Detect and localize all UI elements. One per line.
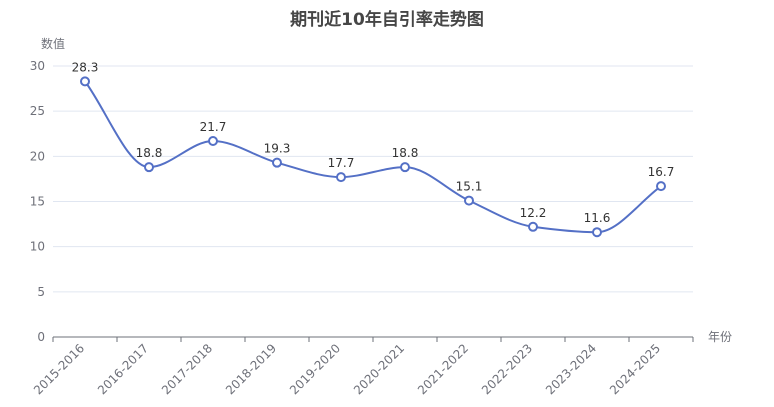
y-tick-label: 5 <box>37 285 45 299</box>
data-point[interactable] <box>400 162 410 173</box>
data-label: 19.3 <box>264 142 291 156</box>
x-tick-label: 2015-2016 <box>31 341 87 397</box>
x-axis-label: 年份 <box>708 330 732 344</box>
y-axis: 0 5 10 15 20 25 30 <box>30 59 45 344</box>
data-label: 18.8 <box>392 146 419 160</box>
data-label: 12.2 <box>520 206 547 220</box>
x-tick-label: 2019-2020 <box>287 341 343 397</box>
series-layer: 28.3 18.8 21.7 19.3 17.7 18.8 15.1 12.2 11.6 16.7 <box>72 60 675 238</box>
y-tick-label: 25 <box>30 104 45 118</box>
data-point[interactable] <box>464 195 474 206</box>
data-point[interactable] <box>592 227 602 238</box>
series-line <box>84 80 662 234</box>
grid-lines <box>53 65 693 293</box>
x-tick-label: 2016-2017 <box>95 341 151 397</box>
y-tick-label: 20 <box>30 149 45 163</box>
x-axis <box>52 336 694 342</box>
data-point[interactable] <box>144 162 154 173</box>
data-label: 17.7 <box>328 156 355 170</box>
data-label: 16.7 <box>648 165 675 179</box>
chart-title: 期刊近10年自引率走势图 <box>290 9 484 30</box>
data-label: 15.1 <box>456 180 483 194</box>
x-tick-label: 2023-2024 <box>543 341 599 397</box>
x-tick-label: 2021-2022 <box>415 341 471 397</box>
data-label: 18.8 <box>136 146 163 160</box>
data-point[interactable] <box>208 135 218 146</box>
x-axis-ticks: 2015-2016 2016-2017 2017-2018 2018-2019 2019… <box>31 341 663 397</box>
data-label: 11.6 <box>584 211 611 225</box>
y-axis-label: 数值 <box>41 36 65 51</box>
data-label: 21.7 <box>200 120 227 134</box>
x-tick-label: 2018-2019 <box>223 341 279 397</box>
data-point[interactable] <box>528 221 538 232</box>
y-tick-label: 10 <box>30 240 45 254</box>
y-tick-label: 30 <box>30 59 45 73</box>
data-point[interactable] <box>336 172 346 183</box>
x-tick-label: 2017-2018 <box>159 341 215 397</box>
data-point[interactable] <box>656 181 666 192</box>
data-point[interactable] <box>272 157 282 168</box>
x-tick-label: 2024-2025 <box>607 341 663 397</box>
data-point[interactable] <box>80 76 90 87</box>
x-tick-label: 2022-2023 <box>479 341 535 397</box>
y-tick-label: 0 <box>37 330 45 344</box>
x-tick-label: 2020-2021 <box>351 341 407 397</box>
y-tick-label: 15 <box>30 195 45 209</box>
data-label: 28.3 <box>72 60 99 74</box>
